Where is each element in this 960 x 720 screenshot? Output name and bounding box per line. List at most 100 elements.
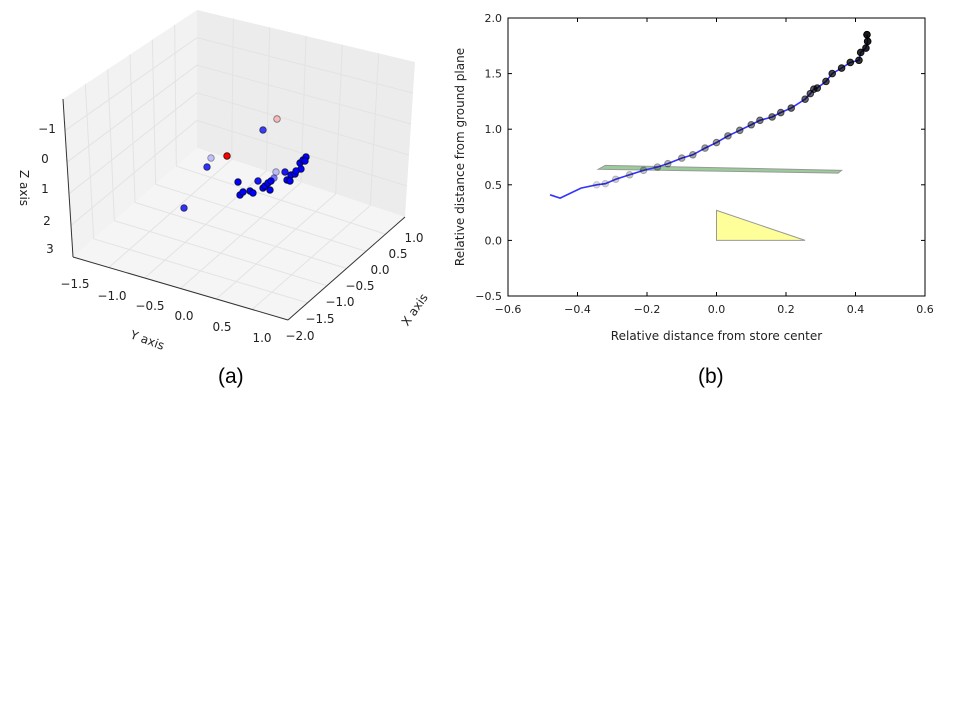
x-tick-label: −0.2 — [634, 303, 661, 316]
scatter-point — [239, 188, 247, 196]
data-point — [863, 37, 872, 46]
grid-line — [66, 64, 198, 163]
grid-line — [151, 39, 157, 185]
x-tick-label: 0.4 — [847, 303, 865, 316]
grid-line — [335, 44, 343, 195]
z-axis-line — [62, 98, 74, 258]
right-pane — [197, 10, 415, 217]
floor-pane — [73, 148, 405, 320]
x-tick-label: −0.5 — [345, 279, 374, 293]
data-point — [592, 181, 601, 189]
x-tick-label: 0.6 — [916, 303, 934, 316]
data-point — [664, 159, 672, 168]
grid-line — [174, 24, 177, 167]
y-axis-line — [72, 256, 289, 321]
data-point — [639, 166, 648, 175]
y-tick-label: 2.0 — [485, 12, 503, 25]
scatter-point — [234, 178, 242, 186]
z-tick-label: 2 — [43, 214, 51, 228]
plane-shape — [596, 164, 843, 174]
data-point — [822, 77, 830, 86]
data-point — [768, 113, 776, 121]
y-tick-label: 1.0 — [485, 123, 503, 136]
data-point — [735, 126, 744, 135]
data-point — [625, 170, 634, 179]
grid-line — [196, 37, 414, 94]
grid-line — [107, 69, 115, 221]
plot-2d: −0.6 −0.4 −0.2 0.0 0.2 0.4 0.6 −0.5 0.0 0.5 1.0 1.5… — [453, 12, 934, 343]
scatter-point — [266, 186, 274, 194]
data-point — [601, 179, 610, 188]
y-tick-label: −1.0 — [97, 289, 126, 303]
y-tick-label: 1.0 — [252, 331, 271, 345]
scatter-point — [180, 204, 188, 212]
z-tick-label: 0 — [41, 152, 49, 166]
data-point — [756, 116, 764, 125]
data-point — [701, 144, 709, 152]
x-tick-label: 1.0 — [404, 231, 423, 245]
data-point — [712, 138, 721, 147]
data-point — [837, 64, 846, 72]
grid-line — [68, 92, 198, 195]
scatter-point — [207, 154, 215, 162]
x-axis-line — [287, 216, 406, 321]
x-tick-label: −2.0 — [285, 329, 314, 343]
data-point — [801, 95, 809, 103]
grid-line — [196, 119, 408, 187]
caption-a: (a) — [218, 365, 244, 388]
data-point — [776, 108, 785, 117]
data-point — [828, 69, 837, 78]
y-tick-label: 0.0 — [174, 309, 193, 323]
left-pane — [63, 10, 197, 257]
trajectory-line — [549, 34, 869, 200]
x-tick-label: −0.4 — [564, 303, 591, 316]
x-axis-label: X axis — [399, 291, 431, 329]
z-tick-label: 1 — [41, 182, 49, 196]
scatter-point — [273, 115, 281, 123]
scatter-point — [292, 167, 300, 175]
y-tick-label: −0.5 — [475, 290, 502, 303]
data-point — [653, 163, 662, 171]
data-point — [724, 132, 732, 140]
y-tick-label: 0.5 — [485, 179, 503, 192]
x-tick-label: 0.2 — [777, 303, 795, 316]
grid-line — [251, 205, 371, 310]
data-point — [862, 44, 870, 52]
scatter-point — [281, 168, 289, 176]
z-axis-label: Z axis — [17, 170, 31, 206]
plot-3d: −1 0 1 2 3 −1.5 −1.0 −0.5 0.0 0.5 1.0 1.0 0.5 0.0 −0.5… — [17, 10, 431, 353]
data-point — [689, 150, 697, 159]
z-tick-label: 3 — [46, 242, 54, 256]
grid-line — [196, 92, 410, 156]
y-tick-label: 1.5 — [485, 68, 503, 81]
grid-line — [129, 54, 136, 203]
grid-line — [265, 27, 271, 172]
y-tick-label: 0.5 — [212, 320, 231, 334]
data-point — [677, 154, 686, 162]
scatter-point — [286, 177, 294, 185]
scatter-point — [223, 152, 231, 160]
scatter-point — [301, 157, 309, 165]
grid-line — [196, 64, 412, 125]
x-tick-label: 0.0 — [708, 303, 726, 316]
scatter-point — [272, 168, 280, 176]
scatter-point — [254, 177, 262, 185]
scatter-point — [249, 189, 257, 197]
grid-line — [84, 84, 95, 239]
data-point — [611, 175, 620, 184]
z-tick-label: −1 — [38, 122, 56, 136]
data-point — [747, 120, 756, 129]
y-axis-label: Y axis — [128, 327, 167, 353]
data-point — [846, 58, 855, 67]
x-axis-label: Relative distance from store center — [611, 329, 822, 343]
y-tick-label: −0.5 — [135, 299, 164, 313]
grid-line — [369, 53, 380, 206]
x-tick-label: −0.6 — [495, 303, 522, 316]
x-tick-label: −1.5 — [305, 312, 334, 326]
x-tick-label: −1.0 — [325, 295, 354, 309]
data-point — [855, 56, 863, 65]
data-point — [787, 104, 796, 112]
y-tick-label: 0.0 — [485, 234, 503, 247]
grid-line — [70, 120, 198, 226]
data-point — [813, 84, 822, 92]
